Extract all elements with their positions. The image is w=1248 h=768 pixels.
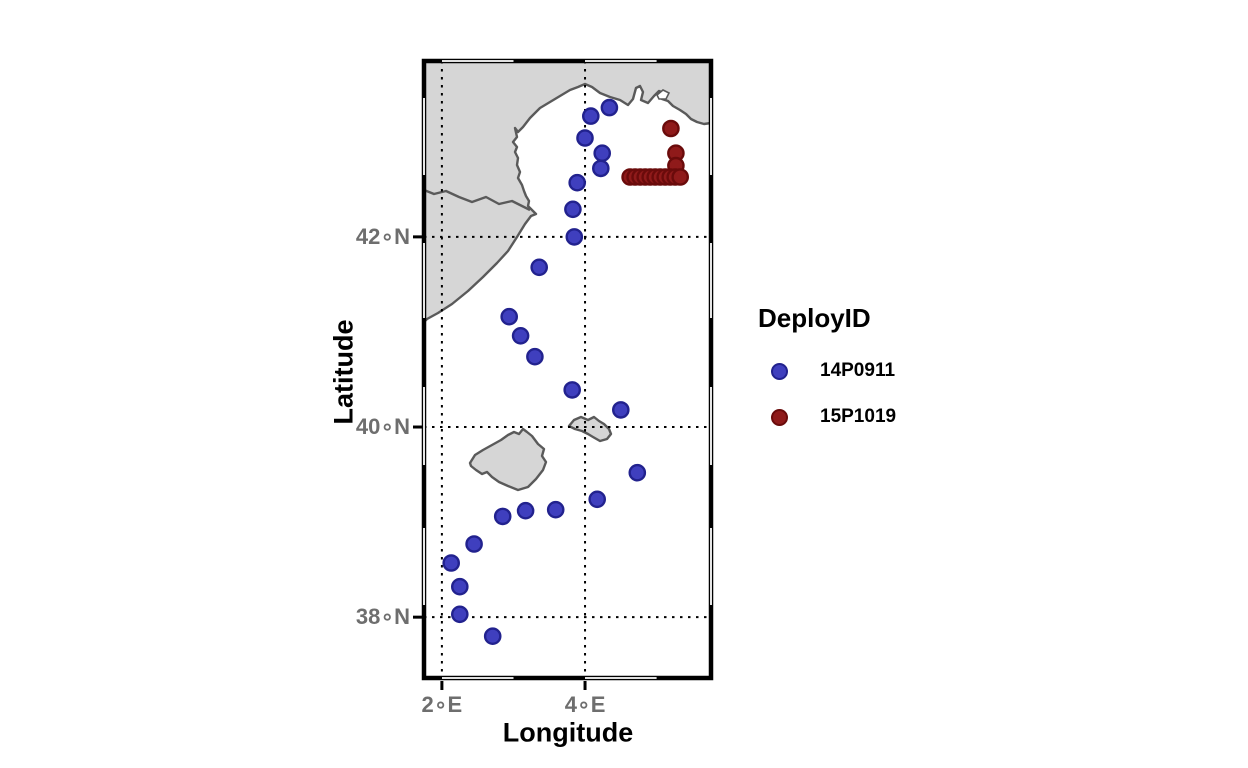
data-point-14P0911 (511, 326, 530, 345)
land-layer (422, 59, 713, 492)
data-point-14P0911 (500, 307, 519, 326)
graticule-layer (424, 61, 711, 678)
axis-ticks-layer (413, 235, 587, 690)
data-point-14P0911 (516, 501, 535, 520)
data-point-14P0911 (493, 507, 512, 526)
x-tick-label: 4∘E (564, 692, 606, 717)
legend: DeployID 14P0911 15P1019 (758, 303, 896, 428)
legend-label: 15P1019 (820, 406, 897, 427)
data-point-15P1019 (671, 168, 690, 186)
menorca-island (567, 415, 613, 443)
data-point-14P0911 (564, 200, 582, 219)
data-point-14P0911 (565, 228, 584, 246)
y-tick-label: 40∘N (355, 414, 410, 440)
legend-title: DeployID (758, 303, 871, 333)
legend-item-14P0911: 14P0911 (758, 360, 896, 382)
data-point-14P0911 (450, 605, 469, 624)
legend-dot-red (771, 408, 788, 426)
country-border-line (423, 188, 531, 212)
legend-label: 14P0911 (820, 360, 896, 381)
data-point-14P0911 (450, 577, 469, 596)
data-point-14P0911 (526, 347, 544, 366)
y-tick-label: 38∘N (355, 604, 410, 630)
data-point-14P0911 (612, 401, 630, 419)
x-axis-title: Longitude (502, 717, 634, 748)
y-axis-title: Latitude (328, 319, 359, 425)
data-point-14P0911 (442, 554, 461, 572)
y-tick-label: 42∘N (355, 223, 410, 249)
frame-border (421, 58, 714, 681)
data-point-14P0911 (546, 500, 565, 519)
data-point-14P0911 (465, 535, 483, 553)
legend-dot-blue (771, 362, 788, 380)
data-point-14P0911 (563, 381, 582, 399)
data-point-14P0911 (568, 173, 587, 192)
data-points-layer (442, 98, 690, 646)
data-point-14P0911 (600, 98, 619, 117)
data-point-14P0911 (576, 129, 594, 147)
data-point-14P0911 (582, 107, 600, 125)
data-point-14P0911 (628, 463, 647, 482)
map-frame (421, 58, 714, 681)
x-tick-label: 2∘E (421, 692, 463, 717)
data-point-14P0911 (483, 627, 502, 646)
data-point-14P0911 (592, 159, 610, 178)
legend-item-15P1019: 15P1019 (758, 406, 896, 428)
data-point-14P0911 (530, 258, 549, 277)
coastal-lagoon (656, 89, 671, 100)
data-point-15P1019 (662, 119, 680, 138)
mallorca-island (468, 427, 548, 492)
data-point-14P0911 (588, 490, 607, 509)
